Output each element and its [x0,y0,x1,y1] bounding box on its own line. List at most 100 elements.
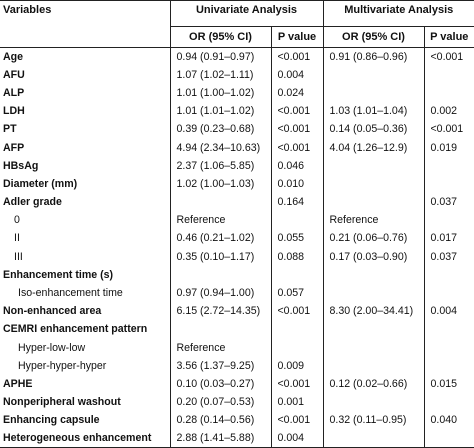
uni-or-cell: 1.01 (1.00–1.02) [169,83,271,103]
multi-p-cell [423,429,474,448]
variable-cell: Age [3,50,24,63]
multi-p-cell [423,265,474,284]
uni-p-cell [270,211,323,230]
table-row: Enhancement time (s) [0,265,474,284]
table-row: Heterogeneous enhancement 2.88 (1.41–5.88… [0,429,474,448]
table-body: Age 0.94 (0.91–0.97) <0.001 0.91 (0.86–0.96… [0,47,474,448]
header-row-columns: OR (95% CI) P value OR (95% CI) P value [0,26,474,48]
table-row: CEMRI enhancement pattern [0,320,474,339]
uni-p-cell: <0.001 [270,120,323,139]
uni-p-cell: 0.164 [270,193,323,212]
multi-p-header: P value [423,26,474,48]
multi-p-cell: 0.019 [423,138,474,157]
table-row: ALP 1.01 (1.00–1.02) 0.024 [0,83,474,103]
uni-or-cell [169,320,271,339]
multi-p-cell: 0.004 [423,302,474,321]
multi-or-cell: Reference [322,211,424,230]
multi-or-cell: 0.12 (0.02–0.66) [322,374,424,394]
table-row: Hyper-low-low Reference [0,338,474,357]
table-row: PT 0.39 (0.23–0.68) <0.001 0.14 (0.05–0.36)… [0,120,474,139]
variable-cell: PT [3,123,17,136]
multi-p-cell [423,65,474,84]
multi-p-cell [423,83,474,103]
multi-or-cell: 0.32 (0.11–0.95) [322,411,424,430]
variable-cell: Non-enhanced area [3,305,102,318]
multi-p-cell: 0.037 [423,193,474,212]
multi-p-cell: <0.001 [423,47,474,66]
variable-cell: 0 [14,214,20,227]
uni-p-cell: <0.001 [270,411,323,430]
uni-or-cell [169,265,271,284]
uni-or-cell: 3.56 (1.37–9.25) [169,356,271,375]
uni-p-cell: 0.055 [270,229,323,248]
uni-or-header: OR (95% CI) [169,26,271,48]
uni-p-cell: 0.057 [270,283,323,303]
univariate-header: Univariate Analysis [169,0,323,27]
multi-or-cell [322,338,424,357]
variable-cell: CEMRI enhancement pattern [3,323,148,336]
multi-p-cell: <0.001 [423,120,474,139]
multi-p-cell [423,211,474,230]
multi-p-cell [423,174,474,193]
uni-or-cell: 0.39 (0.23–0.68) [169,120,271,139]
variable-cell: LDH [3,105,25,118]
multi-or-cell: 4.04 (1.26–12.9) [322,138,424,157]
multi-or-cell [322,156,424,175]
table-row: Diameter (mm) 1.02 (1.00–1.03) 0.010 [0,174,474,193]
table-row: III 0.35 (0.10–1.17) 0.088 0.17 (0.03–0.90)… [0,247,474,266]
uni-p-cell: 0.004 [270,65,323,84]
uni-p-cell: 0.001 [270,393,323,412]
variable-cell: Nonperipheral washout [3,396,121,409]
variable-cell: III [14,250,23,263]
uni-or-cell: 0.10 (0.03–0.27) [169,374,271,394]
uni-or-cell: 0.94 (0.91–0.97) [169,47,271,66]
variable-cell: HBsAg [3,159,39,172]
multi-or-cell [322,429,424,448]
table-row: Iso-enhancement time 0.97 (0.94–1.00) 0.05… [0,283,474,303]
variable-cell: APHE [3,377,33,390]
variable-cell: AFP [3,141,25,154]
multi-p-cell [423,338,474,357]
uni-or-cell: 0.28 (0.14–0.56) [169,411,271,430]
uni-p-cell: <0.001 [270,138,323,157]
uni-p-cell: 0.088 [270,247,323,266]
variable-cell: AFU [3,68,25,81]
variable-cell: Heterogeneous enhancement [3,432,152,445]
multi-or-cell [322,356,424,375]
multi-or-cell [322,65,424,84]
uni-p-cell: 0.009 [270,356,323,375]
uni-p-cell: 0.004 [270,429,323,448]
table-row: 0 Reference Reference [0,211,474,230]
multi-p-cell: 0.002 [423,102,474,121]
multi-p-cell: 0.040 [423,411,474,430]
multi-or-cell: 0.17 (0.03–0.90) [322,247,424,266]
table-row: Enhancing capsule 0.28 (0.14–0.56) <0.001 0… [0,411,474,430]
uni-p-cell: 0.046 [270,156,323,175]
uni-or-cell: 1.07 (1.02–1.11) [169,65,271,84]
uni-p-cell: <0.001 [270,302,323,321]
variable-cell: Diameter (mm) [3,177,78,190]
uni-p-header: P value [270,26,323,48]
uni-or-cell: 0.20 (0.07–0.53) [169,393,271,412]
table-row: APHE 0.10 (0.03–0.27) <0.001 0.12 (0.02–0.6… [0,374,474,394]
multi-p-cell [423,393,474,412]
multi-or-cell [322,393,424,412]
table-row: AFU 1.07 (1.02–1.11) 0.004 [0,65,474,84]
multi-p-cell [423,156,474,175]
variable-cell: ALP [3,86,25,99]
table-header: Variables Univariate Analysis Multivaria… [0,0,474,48]
multi-p-cell [423,283,474,303]
multi-or-cell: 8.30 (2.00–34.41) [322,302,424,321]
uni-p-cell: 0.010 [270,174,323,193]
uni-or-cell: 2.37 (1.06–5.85) [169,156,271,175]
variable-cell: Enhancement time (s) [3,268,114,281]
multi-or-header: OR (95% CI) [322,26,424,48]
table-row: Age 0.94 (0.91–0.97) <0.001 0.91 (0.86–0.96… [0,47,474,66]
uni-or-cell: Reference [169,211,271,230]
multi-or-cell [322,83,424,103]
multi-p-cell: 0.037 [423,247,474,266]
table-row: II 0.46 (0.21–1.02) 0.055 0.21 (0.06–0.76) 0… [0,229,474,248]
header-row-groups: Variables Univariate Analysis Multivaria… [0,0,474,27]
uni-or-cell: 0.46 (0.21–1.02) [169,229,271,248]
